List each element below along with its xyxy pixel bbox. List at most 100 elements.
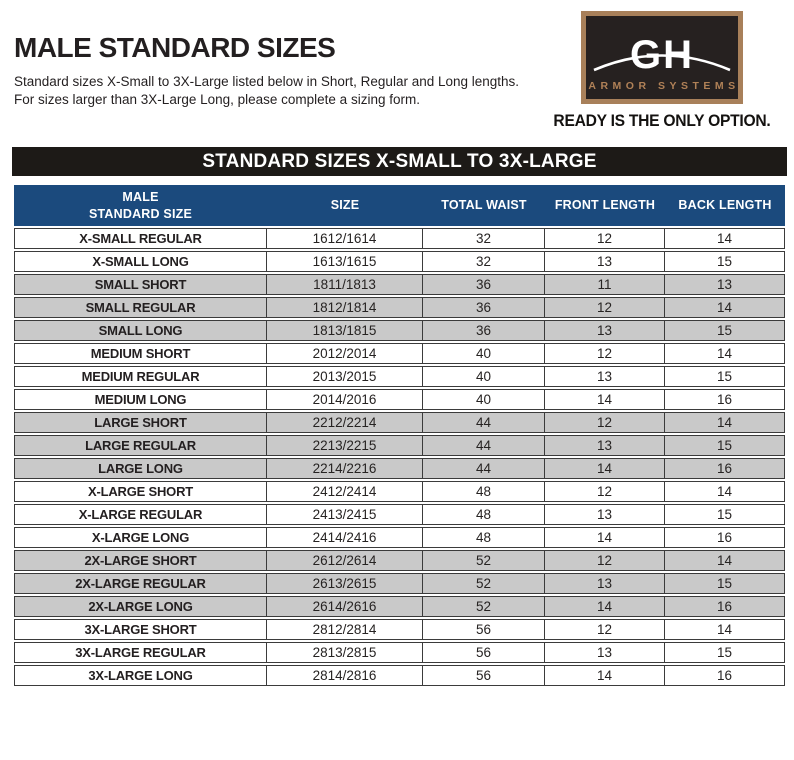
cell-total-waist: 36 <box>423 274 545 295</box>
cell-size-label: 3X-LARGE LONG <box>14 665 267 686</box>
cell-size-label: SMALL LONG <box>14 320 267 341</box>
cell-size-label: 3X-LARGE REGULAR <box>14 642 267 663</box>
cell-total-waist: 48 <box>423 481 545 502</box>
header-size: SIZE <box>267 185 423 226</box>
cell-total-waist: 36 <box>423 297 545 318</box>
cell-total-waist: 44 <box>423 435 545 456</box>
table-row: 2X-LARGE REGULAR 2613/2615 52 13 15 <box>14 573 785 594</box>
cell-total-waist: 32 <box>423 251 545 272</box>
cell-back-length: 16 <box>665 665 785 686</box>
cell-front-length: 14 <box>545 458 665 479</box>
table-row: LARGE REGULAR 2213/2215 44 13 15 <box>14 435 785 456</box>
cell-size-label: SMALL REGULAR <box>14 297 267 318</box>
cell-back-length: 14 <box>665 228 785 249</box>
cell-front-length: 13 <box>545 504 665 525</box>
cell-total-waist: 40 <box>423 366 545 387</box>
table-row: 2X-LARGE LONG 2614/2616 52 14 16 <box>14 596 785 617</box>
cell-front-length: 13 <box>545 251 665 272</box>
cell-size-label: LARGE SHORT <box>14 412 267 433</box>
cell-total-waist: 56 <box>423 665 545 686</box>
page-title: MALE STANDARD SIZES <box>14 32 336 63</box>
cell-size-label: MEDIUM LONG <box>14 389 267 410</box>
cell-back-length: 14 <box>665 481 785 502</box>
table-row: LARGE SHORT 2212/2214 44 12 14 <box>14 412 785 433</box>
table-row: 3X-LARGE REGULAR 2813/2815 56 13 15 <box>14 642 785 663</box>
logo-background <box>586 16 738 99</box>
cell-back-length: 15 <box>665 366 785 387</box>
table-title-text: STANDARD SIZES X-SMALL TO 3X-LARGE <box>202 150 597 172</box>
cell-front-length: 14 <box>545 596 665 617</box>
cell-size-label: 2X-LARGE LONG <box>14 596 267 617</box>
cell-size-code: 2814/2816 <box>267 665 423 686</box>
cell-back-length: 16 <box>665 527 785 548</box>
cell-back-length: 15 <box>665 320 785 341</box>
cell-back-length: 16 <box>665 389 785 410</box>
gh-armor-logo: GH ARMOR SYSTEMS <box>581 11 743 104</box>
cell-front-length: 13 <box>545 642 665 663</box>
header-back-length: BACK LENGTH <box>665 185 785 226</box>
cell-size-label: LARGE LONG <box>14 458 267 479</box>
cell-size-code: 2212/2214 <box>267 412 423 433</box>
logo-name: ARMOR SYSTEMS <box>588 80 739 92</box>
cell-total-waist: 40 <box>423 389 545 410</box>
cell-size-label: MEDIUM SHORT <box>14 343 267 364</box>
size-table: MALE STANDARD SIZE SIZE TOTAL WAIST FRON… <box>14 183 785 688</box>
cell-front-length: 12 <box>545 412 665 433</box>
cell-back-length: 13 <box>665 274 785 295</box>
cell-total-waist: 56 <box>423 619 545 640</box>
cell-size-label: X-SMALL REGULAR <box>14 228 267 249</box>
cell-size-code: 1813/1815 <box>267 320 423 341</box>
table-row: X-LARGE LONG 2414/2416 48 14 16 <box>14 527 785 548</box>
cell-front-length: 14 <box>545 389 665 410</box>
cell-total-waist: 56 <box>423 642 545 663</box>
cell-total-waist: 48 <box>423 504 545 525</box>
cell-front-length: 12 <box>545 550 665 571</box>
cell-total-waist: 44 <box>423 412 545 433</box>
cell-front-length: 12 <box>545 228 665 249</box>
table-title-band: STANDARD SIZES X-SMALL TO 3X-LARGE <box>12 147 787 176</box>
cell-size-label: X-LARGE REGULAR <box>14 504 267 525</box>
cell-front-length: 13 <box>545 573 665 594</box>
brand-tagline: READY IS THE ONLY OPTION. <box>553 111 771 130</box>
subtitle-line-1: Standard sizes X-Small to 3X-Large liste… <box>14 74 520 89</box>
cell-size-code: 2614/2616 <box>267 596 423 617</box>
size-table-head: MALE STANDARD SIZE SIZE TOTAL WAIST FRON… <box>14 185 785 226</box>
logo-monogram: GH <box>630 33 694 77</box>
cell-size-label: X-LARGE LONG <box>14 527 267 548</box>
cell-size-code: 2612/2614 <box>267 550 423 571</box>
cell-back-length: 15 <box>665 435 785 456</box>
table-row: X-LARGE SHORT 2412/2414 48 12 14 <box>14 481 785 502</box>
cell-front-length: 13 <box>545 435 665 456</box>
header-col1-line2: STANDARD SIZE <box>88 206 193 221</box>
cell-size-label: X-SMALL LONG <box>14 251 267 272</box>
header-col1-line1: MALE <box>122 189 159 204</box>
header-front-length: FRONT LENGTH <box>545 185 665 226</box>
cell-back-length: 15 <box>665 251 785 272</box>
brand-block: GH ARMOR SYSTEMS READY IS THE ONLY OPTIO… <box>536 10 788 131</box>
cell-size-label: MEDIUM REGULAR <box>14 366 267 387</box>
cell-size-code: 2213/2215 <box>267 435 423 456</box>
cell-back-length: 15 <box>665 642 785 663</box>
cell-size-code: 2813/2815 <box>267 642 423 663</box>
page-header: MALE STANDARD SIZES Standard sizes X-Sma… <box>0 0 794 147</box>
cell-front-length: 13 <box>545 320 665 341</box>
cell-size-code: 2214/2216 <box>267 458 423 479</box>
cell-front-length: 14 <box>545 665 665 686</box>
cell-size-code: 2013/2015 <box>267 366 423 387</box>
cell-total-waist: 52 <box>423 596 545 617</box>
logo-swoosh-icon <box>593 54 731 72</box>
cell-total-waist: 44 <box>423 458 545 479</box>
cell-total-waist: 48 <box>423 527 545 548</box>
cell-size-label: SMALL SHORT <box>14 274 267 295</box>
cell-front-length: 13 <box>545 366 665 387</box>
cell-back-length: 14 <box>665 550 785 571</box>
cell-back-length: 14 <box>665 619 785 640</box>
cell-size-code: 1811/1813 <box>267 274 423 295</box>
cell-back-length: 14 <box>665 343 785 364</box>
cell-size-code: 1812/1814 <box>267 297 423 318</box>
title-block: MALE STANDARD SIZES Standard sizes X-Sma… <box>14 10 519 108</box>
cell-size-code: 2012/2014 <box>267 343 423 364</box>
cell-front-length: 14 <box>545 527 665 548</box>
cell-size-code: 2613/2615 <box>267 573 423 594</box>
